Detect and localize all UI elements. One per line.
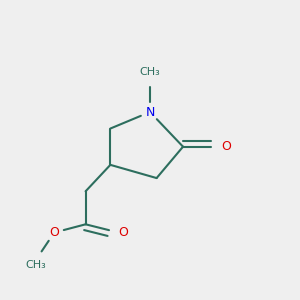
Text: CH₃: CH₃ xyxy=(140,67,160,77)
Text: O: O xyxy=(49,226,59,239)
Text: O: O xyxy=(221,140,231,153)
Text: O: O xyxy=(118,226,128,239)
Text: N: N xyxy=(145,106,155,118)
Text: CH₃: CH₃ xyxy=(26,260,46,270)
